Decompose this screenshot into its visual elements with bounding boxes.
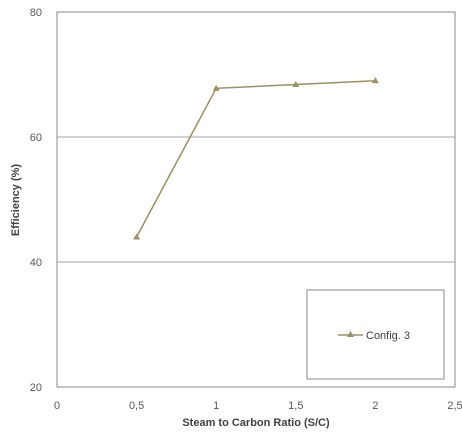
y-tick-label: 20 [30, 382, 42, 394]
series-layer [133, 77, 379, 240]
legend-label-config-3: Config. 3 [366, 330, 410, 342]
x-tick-label: 0 [54, 400, 60, 412]
x-tick-label: 2,5 [447, 400, 462, 412]
x-tick-label: 0,5 [129, 400, 144, 412]
x-tick-label: 2 [372, 400, 378, 412]
series-line-0 [135, 80, 376, 238]
legend-box [306, 289, 445, 380]
data-point-0-1 [212, 84, 220, 91]
x-axis-ticks: 0 0,5 1 1,5 2 2,5 [54, 400, 462, 412]
data-point-0-0 [133, 233, 141, 240]
y-tick-label: 80 [30, 7, 42, 19]
y-tick-label: 60 [30, 132, 42, 144]
x-axis-title: Steam to Carbon Ratio (S/C) [182, 417, 330, 429]
data-point-0-3 [371, 77, 379, 84]
legend-marker-triangle-icon [347, 331, 354, 337]
legend: Config. 3 [306, 289, 445, 380]
x-tick-label: 1 [213, 400, 219, 412]
y-axis-title: Efficiency (%) [10, 164, 22, 236]
y-axis-ticks: 20 40 60 80 [30, 7, 42, 394]
data-point-0-2 [292, 81, 300, 87]
grid-lines [57, 136, 455, 263]
y-tick-label: 40 [30, 257, 42, 269]
x-tick-label: 1,5 [288, 400, 303, 412]
